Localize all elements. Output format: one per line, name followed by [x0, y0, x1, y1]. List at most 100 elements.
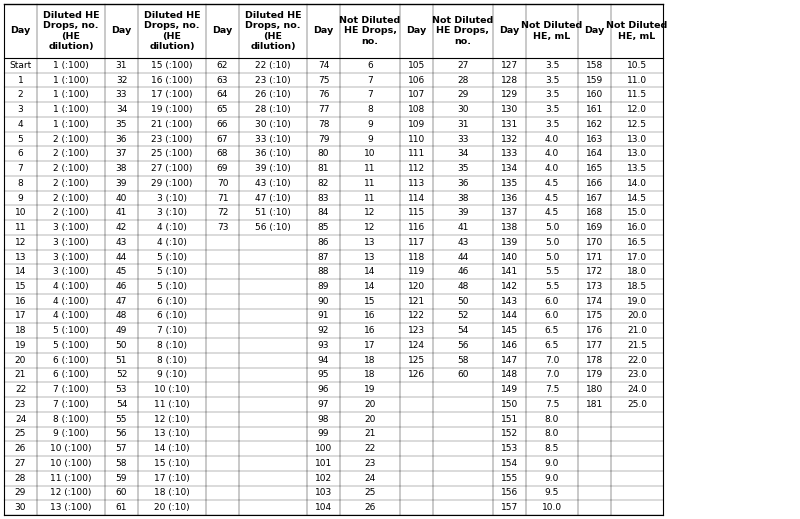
Text: 134: 134 — [501, 164, 518, 173]
Text: 7.0: 7.0 — [545, 356, 559, 365]
Text: 7: 7 — [367, 90, 373, 99]
Text: 158: 158 — [586, 61, 603, 70]
Text: 11.0: 11.0 — [627, 76, 647, 85]
Text: 96: 96 — [318, 385, 330, 394]
Text: 131: 131 — [501, 120, 518, 129]
Text: 48: 48 — [116, 311, 127, 321]
Text: 92: 92 — [318, 326, 329, 335]
Text: 30 (:10): 30 (:10) — [255, 120, 291, 129]
Text: 47: 47 — [116, 297, 127, 306]
Text: 15: 15 — [364, 297, 376, 306]
Text: Not Diluted
HE, mL: Not Diluted HE, mL — [522, 21, 582, 40]
Text: Day: Day — [10, 26, 30, 35]
Text: 15 (:10): 15 (:10) — [154, 459, 190, 468]
Text: 123: 123 — [408, 326, 425, 335]
Text: 6.5: 6.5 — [545, 341, 559, 350]
Text: 47 (:10): 47 (:10) — [255, 194, 291, 202]
Text: 87: 87 — [318, 253, 330, 262]
Text: 94: 94 — [318, 356, 329, 365]
Text: 175: 175 — [586, 311, 603, 321]
Text: 149: 149 — [501, 385, 518, 394]
Text: 2: 2 — [18, 90, 23, 99]
Text: Not Diluted
HE Drops,
no.: Not Diluted HE Drops, no. — [432, 16, 494, 46]
Text: 6 (:10): 6 (:10) — [157, 297, 187, 306]
Text: 21.0: 21.0 — [627, 326, 647, 335]
Text: 39: 39 — [458, 208, 469, 217]
Text: 33: 33 — [116, 90, 127, 99]
Text: Day: Day — [212, 26, 233, 35]
Text: 80: 80 — [318, 149, 330, 158]
Text: 16: 16 — [14, 297, 26, 306]
Text: 153: 153 — [501, 444, 518, 453]
Text: 4.5: 4.5 — [545, 194, 559, 202]
Text: 20: 20 — [15, 356, 26, 365]
Text: 84: 84 — [318, 208, 329, 217]
Text: Not Diluted
HE, mL: Not Diluted HE, mL — [606, 21, 668, 40]
Text: 150: 150 — [501, 400, 518, 409]
Text: 8.0: 8.0 — [545, 429, 559, 439]
Text: 166: 166 — [586, 179, 603, 188]
Text: 33 (:10): 33 (:10) — [255, 134, 291, 144]
Text: 3 (:100): 3 (:100) — [53, 267, 89, 276]
Text: 83: 83 — [318, 194, 330, 202]
Text: 36: 36 — [116, 134, 127, 144]
Text: 58: 58 — [116, 459, 127, 468]
Text: 2 (:100): 2 (:100) — [53, 149, 89, 158]
Text: 115: 115 — [408, 208, 425, 217]
Text: 19: 19 — [364, 385, 376, 394]
Text: 27: 27 — [458, 61, 469, 70]
Text: 169: 169 — [586, 223, 603, 232]
Text: 121: 121 — [408, 297, 425, 306]
Text: 11 (:100): 11 (:100) — [50, 474, 92, 483]
Text: 88: 88 — [318, 267, 330, 276]
Text: 11 (:10): 11 (:10) — [154, 400, 190, 409]
Text: 39: 39 — [116, 179, 127, 188]
Text: 45: 45 — [116, 267, 127, 276]
Text: 157: 157 — [501, 503, 518, 512]
Text: 43: 43 — [116, 238, 127, 247]
Text: 152: 152 — [501, 429, 518, 439]
Text: 5 (:100): 5 (:100) — [53, 326, 89, 335]
Text: 108: 108 — [408, 105, 425, 114]
Text: 132: 132 — [501, 134, 518, 144]
Text: 111: 111 — [408, 149, 425, 158]
Text: 82: 82 — [318, 179, 329, 188]
Text: 4 (:10): 4 (:10) — [157, 223, 187, 232]
Text: 14 (:10): 14 (:10) — [154, 444, 190, 453]
Text: 174: 174 — [586, 297, 603, 306]
Text: 13.0: 13.0 — [627, 149, 647, 158]
Text: 7 (:100): 7 (:100) — [53, 385, 89, 394]
Text: Day: Day — [406, 26, 426, 35]
Text: 41: 41 — [458, 223, 469, 232]
Text: 2 (:100): 2 (:100) — [53, 164, 89, 173]
Text: 3.5: 3.5 — [545, 120, 559, 129]
Text: 56: 56 — [458, 341, 469, 350]
Text: 36 (:10): 36 (:10) — [255, 149, 291, 158]
Text: 30: 30 — [458, 105, 469, 114]
Text: 136: 136 — [501, 194, 518, 202]
Text: 16: 16 — [364, 311, 376, 321]
Text: 171: 171 — [586, 253, 603, 262]
Text: 23: 23 — [364, 459, 376, 468]
Text: 147: 147 — [501, 356, 518, 365]
Text: 43 (:10): 43 (:10) — [255, 179, 291, 188]
Text: 6.5: 6.5 — [545, 326, 559, 335]
Text: 46: 46 — [116, 282, 127, 291]
Text: 10 (:100): 10 (:100) — [50, 459, 92, 468]
Text: 9: 9 — [367, 134, 373, 144]
Text: 107: 107 — [408, 90, 425, 99]
Text: 16.5: 16.5 — [627, 238, 647, 247]
Text: 28 (:10): 28 (:10) — [255, 105, 291, 114]
Text: 9.0: 9.0 — [545, 459, 559, 468]
Text: 56 (:10): 56 (:10) — [255, 223, 291, 232]
Text: 50: 50 — [458, 297, 469, 306]
Text: 143: 143 — [501, 297, 518, 306]
Text: 32: 32 — [116, 76, 127, 85]
Text: 58: 58 — [458, 356, 469, 365]
Text: 17 (:10): 17 (:10) — [154, 474, 190, 483]
Text: 178: 178 — [586, 356, 603, 365]
Text: 50: 50 — [116, 341, 127, 350]
Text: 167: 167 — [586, 194, 603, 202]
Text: 54: 54 — [116, 400, 127, 409]
Text: 1: 1 — [18, 76, 23, 85]
